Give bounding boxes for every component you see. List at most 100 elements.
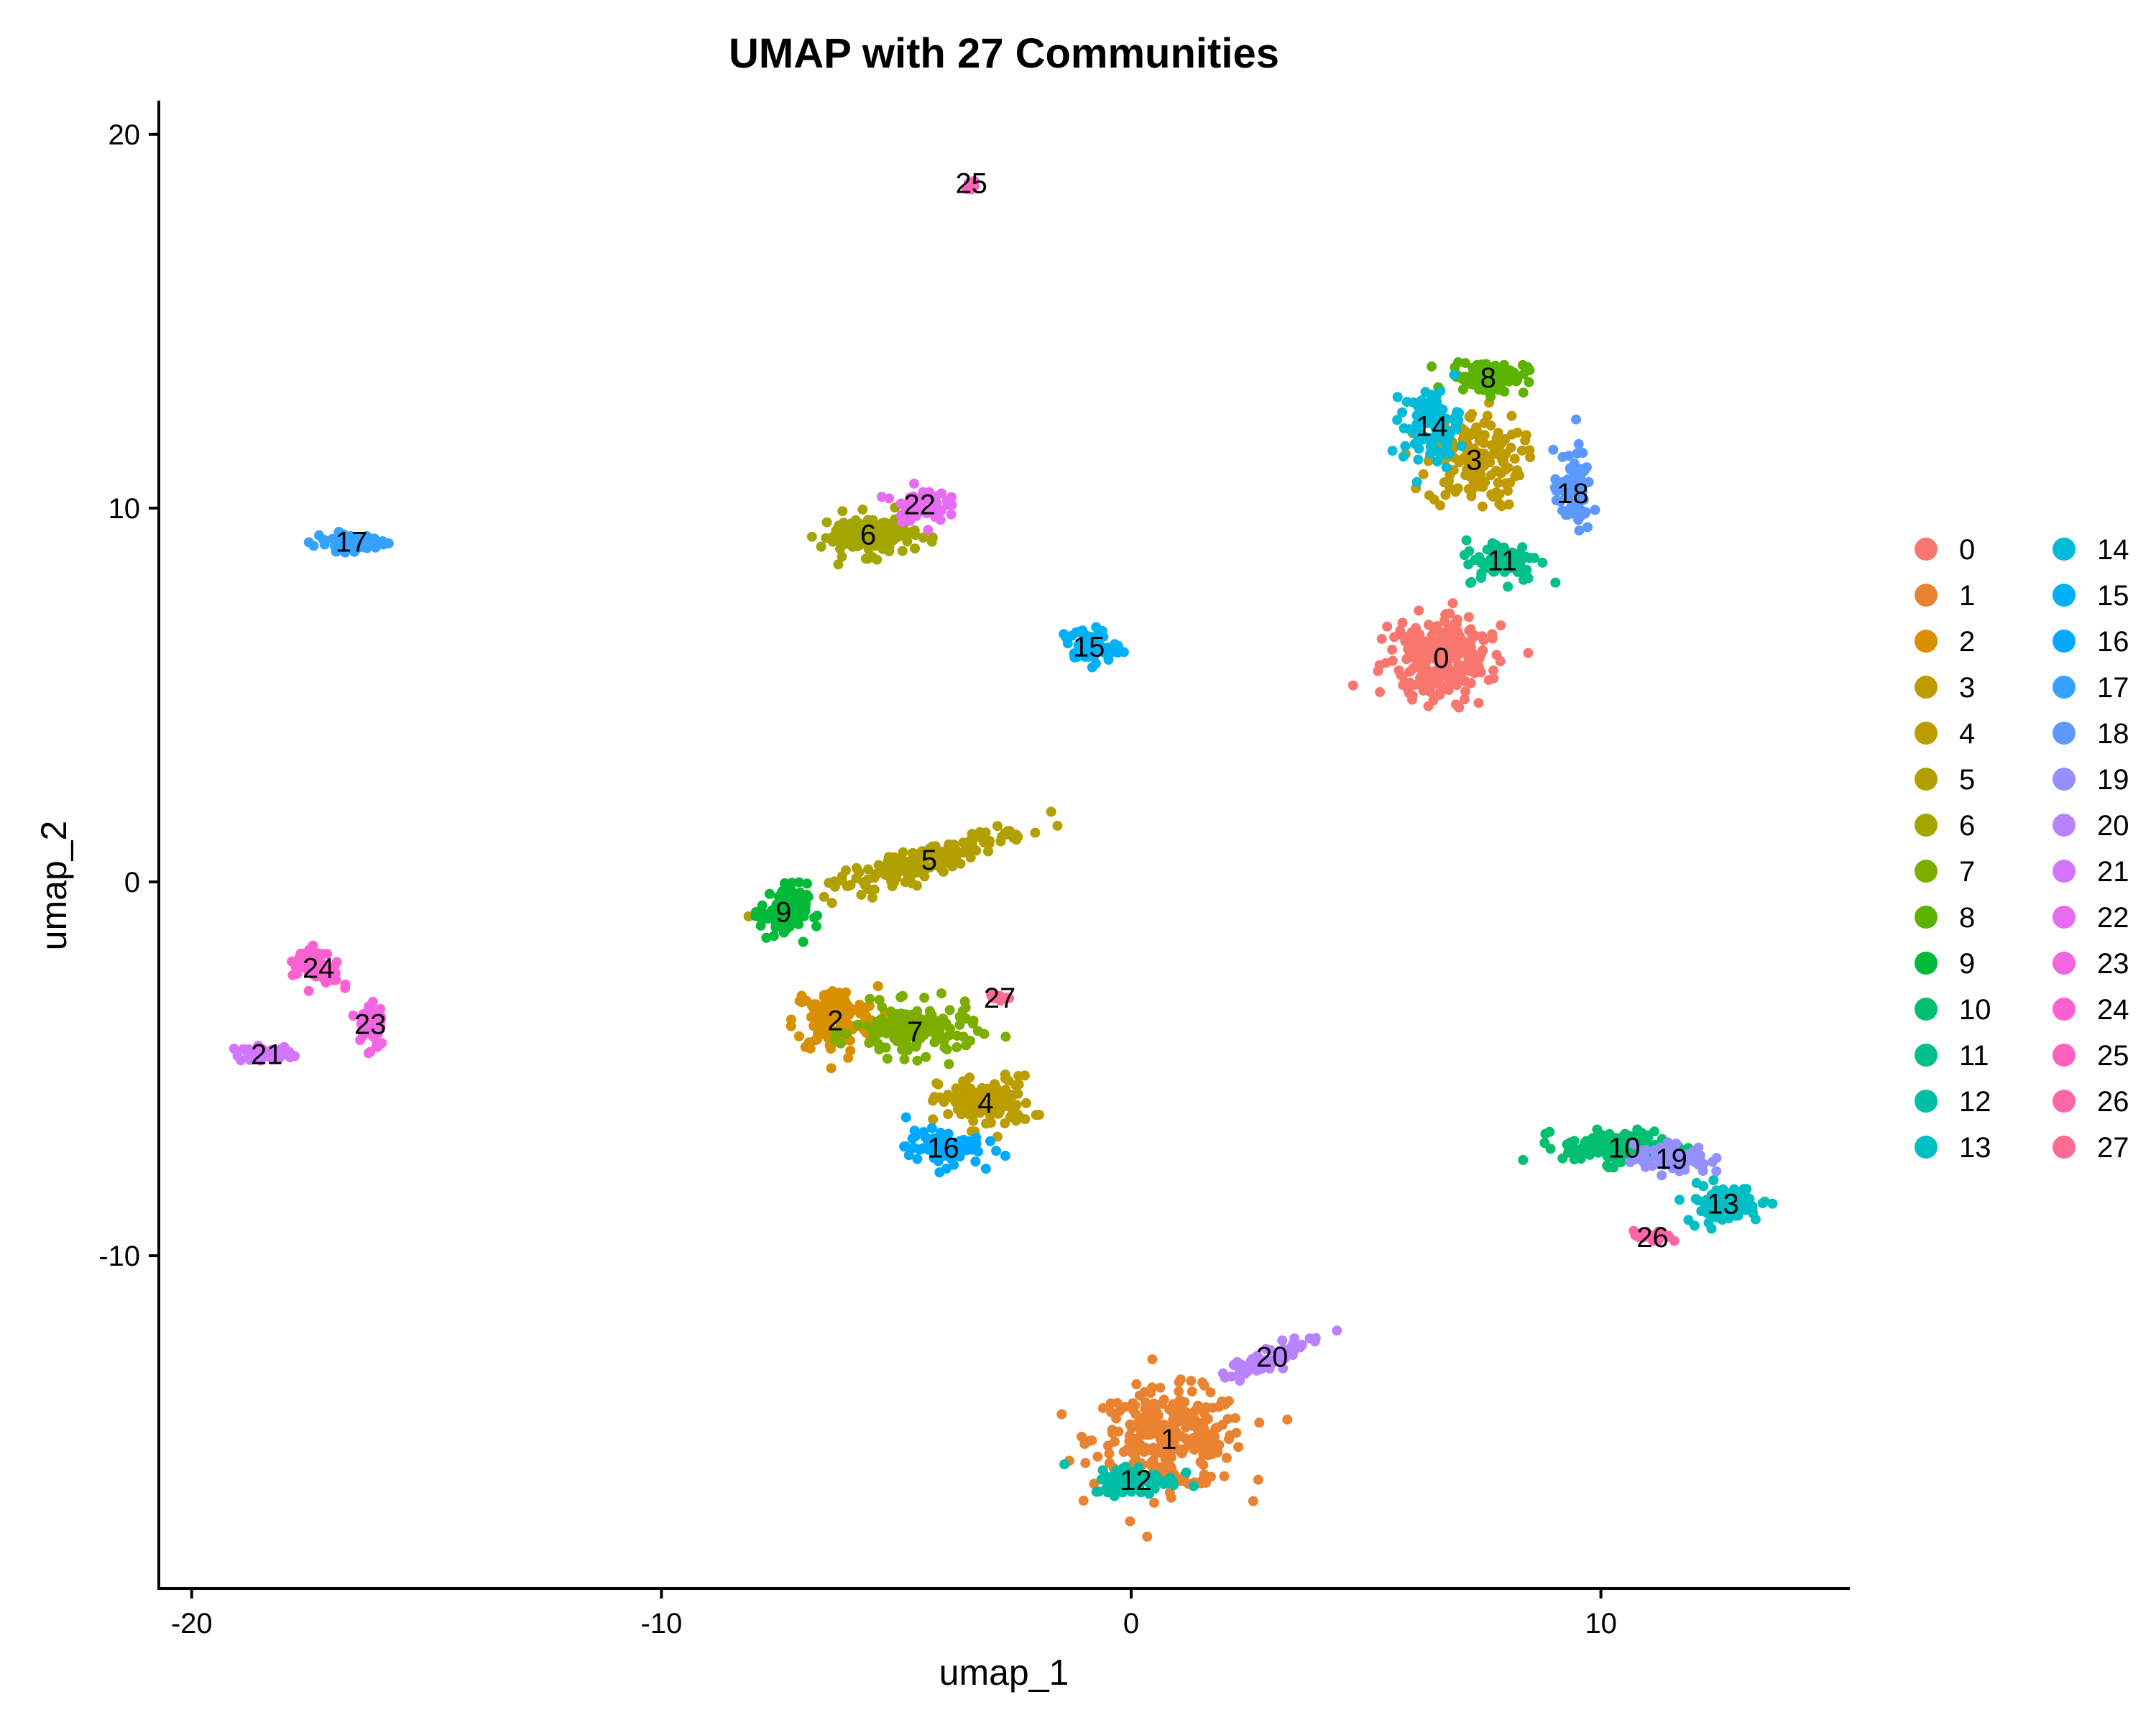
cluster-1-point [1115, 1406, 1125, 1416]
cluster-1-point [1137, 1427, 1148, 1438]
cluster-4-point [928, 1114, 939, 1125]
cluster-14-point [1392, 415, 1403, 426]
cluster-9-point [778, 892, 789, 903]
cluster-6-point [837, 521, 847, 532]
cluster-5-point [908, 848, 918, 859]
cluster-14-point [1413, 454, 1424, 465]
cluster-19-point [1651, 1151, 1661, 1162]
cluster-1-point [1187, 1386, 1197, 1397]
cluster-11-point [1461, 535, 1472, 546]
x-axis-label: umap_1 [939, 1652, 1069, 1693]
cluster-13-point [1741, 1184, 1752, 1195]
legend-label-25: 25 [2097, 1040, 2129, 1072]
cluster-8-point [1450, 362, 1460, 373]
cluster-18-point [1583, 522, 1593, 533]
cluster-14-point [1397, 407, 1408, 418]
cluster-7-point [919, 993, 930, 1003]
cluster-22-point [911, 510, 921, 521]
legend-key-19 [2053, 768, 2076, 791]
cluster-4-point [1010, 1080, 1021, 1090]
cluster-13-point [1720, 1187, 1731, 1198]
y-tick-label: -10 [98, 1241, 140, 1272]
cluster-4-point [954, 1090, 965, 1100]
legend-key-6 [1915, 814, 1938, 837]
cluster-0-point [1443, 645, 1454, 656]
cluster-6-point [874, 521, 885, 531]
cluster-1-point [1112, 1398, 1123, 1408]
cluster-0-point [1447, 598, 1458, 609]
x-tick-label: 0 [1123, 1608, 1139, 1639]
cluster-6-point [816, 541, 826, 552]
cluster-11-point [1550, 577, 1561, 588]
cluster-1-point [1122, 1444, 1133, 1455]
cluster-22-point [877, 492, 887, 502]
cluster-0-point [1423, 620, 1434, 630]
cluster-9-point [802, 878, 812, 889]
cluster-5-point [824, 878, 834, 888]
cluster-6-point [833, 559, 844, 570]
cluster-18-point [1573, 438, 1584, 449]
cluster-19-point [1686, 1154, 1697, 1165]
cluster-3-point [1499, 449, 1510, 460]
cluster-label-19: 19 [1655, 1144, 1687, 1175]
cluster-7-point [865, 993, 875, 1004]
cluster-7-point [929, 1015, 940, 1026]
cluster-0-point [1473, 651, 1484, 662]
legend-key-27 [2053, 1136, 2076, 1159]
cluster-4-point [968, 1116, 979, 1126]
cluster-11-point [1459, 550, 1470, 561]
cluster-9-point [801, 898, 811, 909]
cluster-0-point [1414, 605, 1424, 616]
points-layer [229, 175, 1778, 1542]
cluster-5-point [880, 870, 890, 880]
cluster-2-point [819, 1009, 830, 1020]
cluster-11-point [1474, 552, 1485, 563]
cluster-13-point [1729, 1184, 1740, 1195]
cluster-8-point [1472, 359, 1483, 370]
x-tick-label: 10 [1585, 1608, 1617, 1639]
cluster-16-point [954, 1151, 965, 1162]
cluster-15-point [1087, 662, 1097, 673]
cluster-12-point [1181, 1467, 1192, 1478]
cluster-1-point [1131, 1379, 1142, 1389]
cluster-5-point [965, 847, 976, 858]
cluster-0-point [1399, 631, 1409, 642]
cluster-14-point [1409, 438, 1420, 449]
cluster-17-point [344, 533, 355, 543]
cluster-18-point [1575, 507, 1585, 518]
cluster-labels-layer: 0123456789101112131415161718192021222324… [251, 167, 1739, 1496]
cluster-0-point [1348, 680, 1358, 691]
cluster-18-point [1571, 414, 1582, 425]
cluster-24-point [330, 975, 341, 985]
cluster-17-point [379, 538, 390, 548]
legend-label-19: 19 [2097, 764, 2129, 796]
cluster-0-point [1473, 660, 1483, 671]
legend-key-26 [2053, 1090, 2076, 1113]
cluster-1-point [1139, 1412, 1150, 1422]
cluster-21-point [290, 1051, 300, 1062]
cluster-17-point [333, 536, 344, 546]
cluster-8-point [1464, 378, 1475, 389]
cluster-16-point [1000, 1151, 1010, 1161]
cluster-4-point [983, 1084, 993, 1095]
legend-key-9 [1915, 952, 1938, 975]
legend-label-10: 10 [1959, 994, 1991, 1026]
cluster-1-point [1230, 1413, 1240, 1424]
cluster-17-point [369, 533, 380, 544]
cluster-27-points [986, 990, 1015, 1006]
cluster-20-point [1288, 1340, 1299, 1351]
cluster-1-point [1199, 1380, 1210, 1391]
cluster-6-point [829, 531, 839, 542]
cluster-14-point [1416, 401, 1427, 412]
cluster-7-point [872, 1016, 883, 1027]
cluster-9-point [788, 911, 798, 921]
cluster-0-point [1464, 625, 1475, 636]
cluster-3-point [1501, 478, 1511, 489]
cluster-5-point [898, 847, 908, 857]
cluster-7-point [882, 1053, 893, 1064]
cluster-11-point [1488, 557, 1498, 568]
cluster-17-point [340, 547, 351, 558]
cluster-5-point [982, 846, 993, 857]
cluster-5-point [856, 889, 867, 900]
legend-label-4: 4 [1959, 718, 1975, 750]
